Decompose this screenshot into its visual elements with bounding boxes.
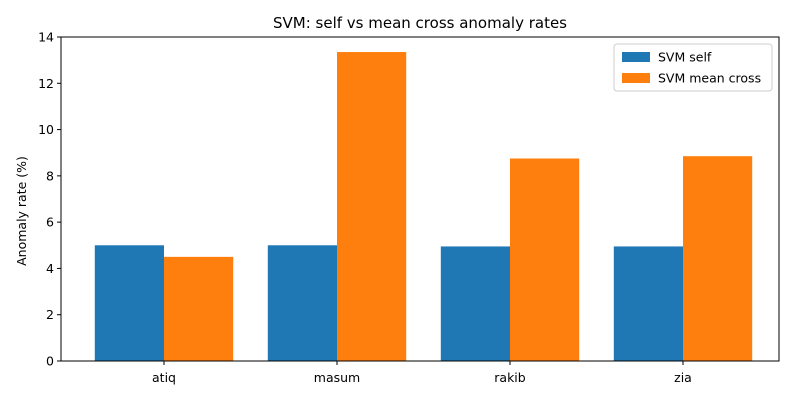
x-tick-label-atiq: atiq <box>152 370 176 385</box>
y-tick-label: 10 <box>38 122 54 137</box>
bar-zia-svm-self <box>613 246 683 361</box>
y-axis: 0 2 4 6 8 10 12 14 <box>38 30 61 369</box>
y-tick-label: 2 <box>46 307 54 322</box>
x-tick-label-rakib: rakib <box>494 370 526 385</box>
bar-rakib-svm-mean-cross <box>510 158 580 361</box>
y-tick-label: 8 <box>46 168 54 183</box>
y-tick-label: 4 <box>46 261 54 276</box>
y-tick-label: 14 <box>38 30 54 45</box>
y-axis-label: Anomaly rate (%) <box>14 156 29 266</box>
bar-atiq-svm-mean-cross <box>164 256 234 361</box>
legend: SVM self SVM mean cross <box>613 43 773 92</box>
y-tick-label: 6 <box>46 215 54 230</box>
bar-zia-svm-mean-cross <box>683 156 753 361</box>
bars-group <box>94 52 753 362</box>
y-tick-label: 0 <box>46 354 54 369</box>
bar-rakib-svm-self <box>440 246 510 361</box>
x-axis: atiq masum rakib zia <box>152 361 692 385</box>
x-tick-label-masum: masum <box>314 370 360 385</box>
legend-swatch-svm-mean-cross <box>622 73 650 83</box>
bar-masum-svm-self <box>267 245 337 361</box>
legend-box <box>613 43 773 92</box>
x-tick-label-zia: zia <box>674 370 692 385</box>
bar-masum-svm-mean-cross <box>337 52 407 362</box>
legend-label-svm-self: SVM self <box>658 50 712 65</box>
legend-label-svm-mean-cross: SVM mean cross <box>658 71 761 86</box>
bar-atiq-svm-self <box>94 245 164 361</box>
plot-frame <box>60 36 780 362</box>
y-tick-label: 12 <box>38 76 54 91</box>
chart-title: SVM: self vs mean cross anomaly rates <box>273 14 567 32</box>
legend-swatch-svm-self <box>622 52 650 62</box>
